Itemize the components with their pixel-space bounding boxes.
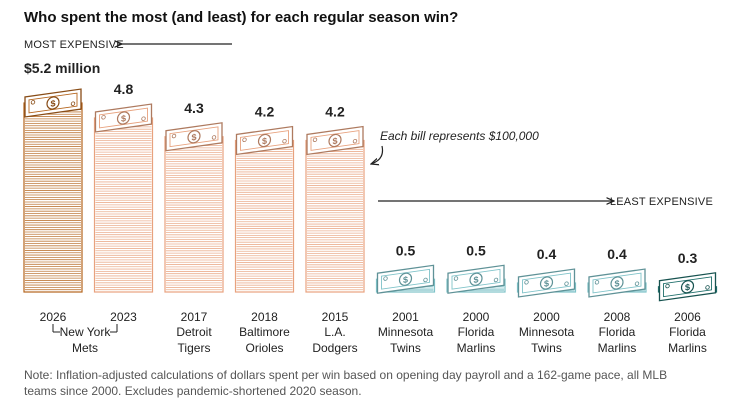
- bill-annotation: Each bill represents $100,000: [380, 129, 539, 143]
- value-label-8: 0.4: [607, 246, 627, 262]
- value-label-6: 0.5: [466, 242, 486, 258]
- bar-0: $: [23, 88, 83, 293]
- team-label-5-line1: Minnesota: [378, 325, 434, 339]
- value-label-0: $5.2 million: [24, 60, 100, 76]
- note-line-1: Note: Inflation-adjusted calculations of…: [24, 368, 667, 382]
- annotation-arrow: [371, 145, 384, 164]
- team-label-2-line1: Detroit: [176, 325, 212, 339]
- svg-text:$: $: [403, 274, 408, 285]
- bar-5: $: [375, 264, 436, 294]
- team-label-7-line1: Minnesota: [519, 325, 575, 339]
- svg-text:$: $: [544, 278, 549, 289]
- year-label-0: 2026: [40, 310, 67, 324]
- bar-3: $: [234, 125, 295, 293]
- value-label-2: 4.3: [184, 100, 204, 116]
- svg-text:$: $: [614, 278, 619, 289]
- svg-text:$: $: [262, 136, 267, 147]
- svg-text:$: $: [50, 98, 55, 109]
- value-label-9: 0.3: [678, 250, 698, 266]
- bar-2: $: [164, 122, 224, 293]
- year-label-8: 2008: [604, 310, 631, 324]
- svg-text:$: $: [332, 136, 337, 147]
- year-label-7: 2000: [533, 310, 560, 324]
- chart-title: Who spent the most (and least) for each …: [24, 9, 458, 26]
- team-label-6-line1: Florida: [458, 325, 495, 339]
- bars: $ $5.2 million 2026 $4.8 2023 $4.3 2017Detroit…: [23, 60, 718, 355]
- value-label-1: 4.8: [114, 81, 134, 97]
- team-label-3-line1: Baltimore: [239, 325, 290, 339]
- team-label-9-line1: Florida: [669, 325, 706, 339]
- team-label-3-line2: Orioles: [245, 341, 283, 355]
- year-label-5: 2001: [392, 310, 419, 324]
- value-label-5: 0.5: [396, 242, 416, 258]
- team-label-2-line2: Tigers: [178, 341, 211, 355]
- year-label-4: 2015: [322, 310, 349, 324]
- svg-text:$: $: [473, 274, 478, 285]
- team-group-line1: New York: [60, 325, 112, 339]
- team-label-4-line2: Dodgers: [312, 341, 357, 355]
- team-group-bracket: New York Mets: [52, 324, 118, 355]
- bar-9: $: [657, 272, 718, 302]
- year-label-6: 2000: [463, 310, 490, 324]
- team-label-8-line1: Florida: [599, 325, 636, 339]
- team-label-6-line2: Marlins: [457, 341, 496, 355]
- value-label-3: 4.2: [255, 104, 275, 120]
- bar-4: $: [305, 125, 365, 293]
- team-label-7-line2: Twins: [531, 341, 562, 355]
- svg-text:$: $: [191, 132, 196, 143]
- bar-6: $: [446, 264, 506, 294]
- bar-7: $: [516, 268, 577, 298]
- year-label-3: 2018: [251, 310, 278, 324]
- bar-8: $: [587, 268, 647, 298]
- team-group-line2: Mets: [72, 341, 98, 355]
- value-label-4: 4.2: [325, 104, 345, 120]
- year-label-9: 2006: [674, 310, 701, 324]
- team-label-4-line1: L.A.: [324, 325, 345, 339]
- year-label-1: 2023: [110, 310, 137, 324]
- most-expensive-label: MOST EXPENSIVE: [24, 39, 124, 51]
- team-label-9-line2: Marlins: [668, 341, 707, 355]
- least-expensive-label: LEAST EXPENSIVE: [610, 196, 713, 208]
- team-label-8-line2: Marlins: [598, 341, 637, 355]
- note-line-2: teams since 2000. Excludes pandemic-shor…: [24, 384, 362, 398]
- svg-text:$: $: [121, 113, 126, 124]
- team-label-5-line2: Twins: [390, 341, 421, 355]
- svg-text:$: $: [685, 282, 690, 293]
- bar-1: $: [93, 103, 154, 293]
- year-label-2: 2017: [181, 310, 208, 324]
- value-label-7: 0.4: [537, 246, 557, 262]
